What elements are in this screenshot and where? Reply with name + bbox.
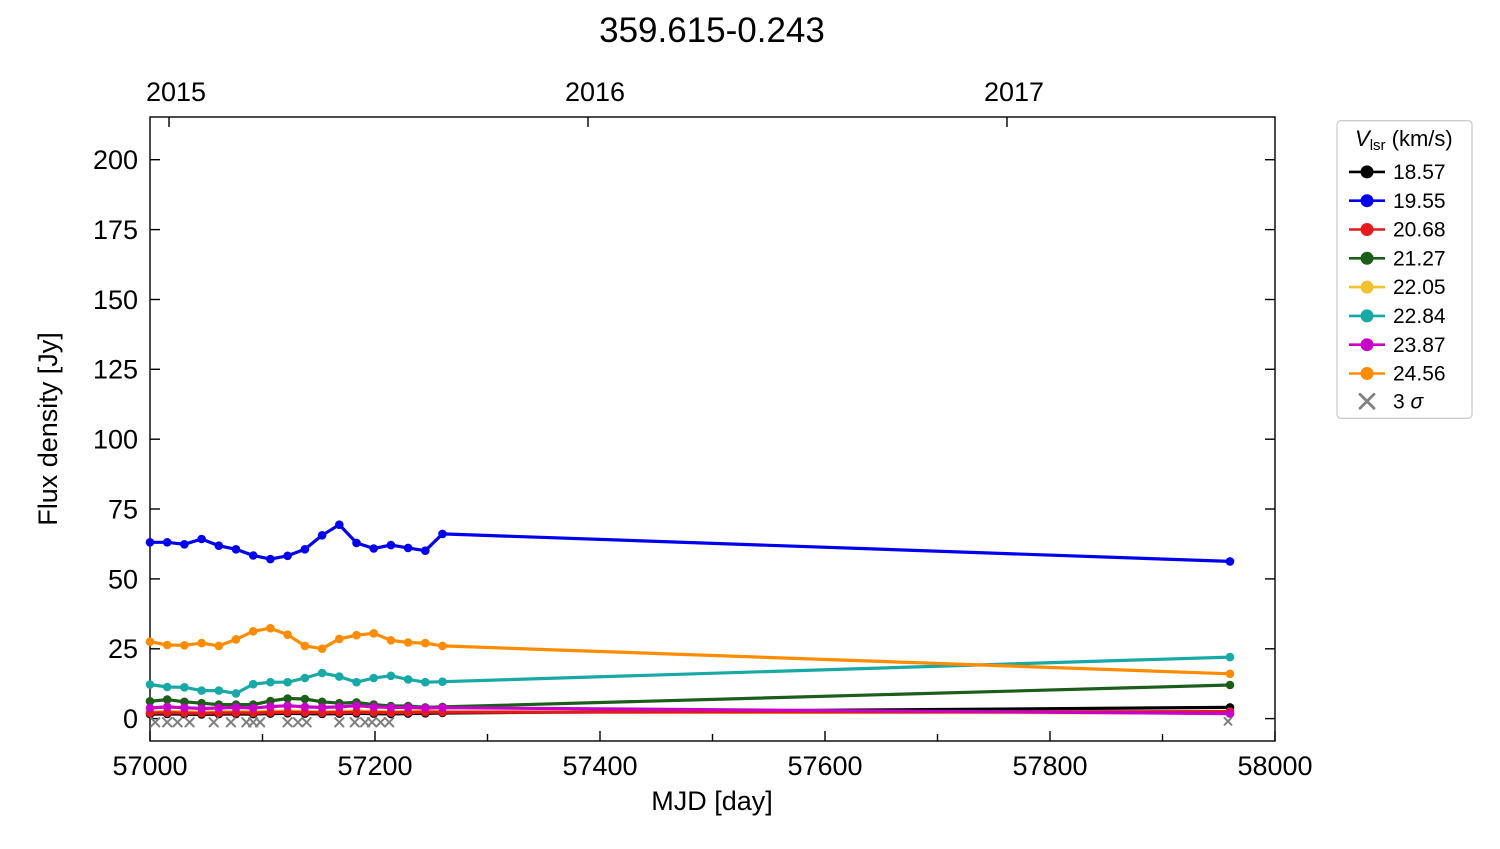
- svg-text:2017: 2017: [984, 77, 1044, 107]
- svg-text:175: 175: [93, 215, 138, 245]
- svg-text:MJD [day]: MJD [day]: [651, 786, 773, 816]
- svg-text:23.87: 23.87: [1393, 334, 1446, 357]
- svg-text:22.84: 22.84: [1393, 305, 1446, 328]
- svg-text:19.55: 19.55: [1393, 190, 1446, 213]
- svg-text:22.05: 22.05: [1393, 276, 1446, 299]
- svg-text:75: 75: [108, 494, 138, 524]
- svg-text:57000: 57000: [112, 751, 187, 781]
- svg-text:0: 0: [123, 704, 138, 734]
- svg-text:100: 100: [93, 425, 138, 455]
- svg-text:50: 50: [108, 564, 138, 594]
- svg-text:150: 150: [93, 285, 138, 315]
- svg-text:3 σ: 3 σ: [1393, 390, 1425, 413]
- svg-text:21.27: 21.27: [1393, 247, 1446, 270]
- svg-text:2016: 2016: [565, 77, 625, 107]
- svg-text:Flux density [Jy]: Flux density [Jy]: [33, 332, 63, 526]
- svg-text:359.615-0.243: 359.615-0.243: [599, 11, 825, 50]
- svg-text:20.68: 20.68: [1393, 219, 1446, 242]
- svg-text:57600: 57600: [787, 751, 862, 781]
- svg-text:58000: 58000: [1237, 751, 1312, 781]
- svg-text:200: 200: [93, 145, 138, 175]
- svg-text:125: 125: [93, 355, 138, 385]
- svg-text:Vlsr (km/s): Vlsr (km/s): [1355, 126, 1453, 154]
- svg-text:57400: 57400: [562, 751, 637, 781]
- svg-text:18.57: 18.57: [1393, 161, 1446, 184]
- svg-text:57800: 57800: [1012, 751, 1087, 781]
- svg-text:24.56: 24.56: [1393, 363, 1446, 386]
- svg-text:57200: 57200: [337, 751, 412, 781]
- svg-text:25: 25: [108, 634, 138, 664]
- svg-text:2015: 2015: [146, 77, 206, 107]
